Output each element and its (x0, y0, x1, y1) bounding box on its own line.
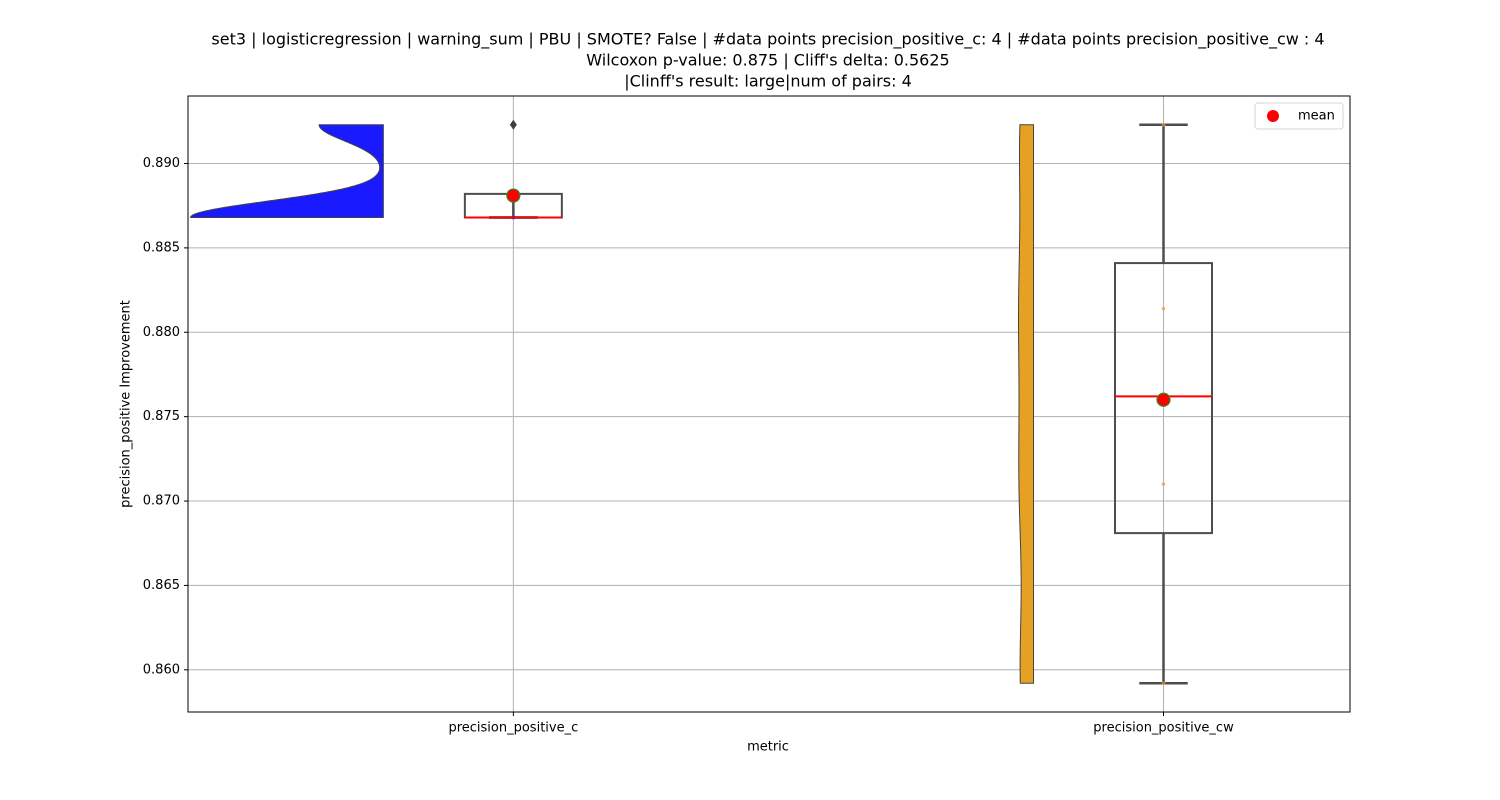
violin (1018, 124, 1034, 684)
legend-box (1254, 102, 1344, 130)
y-tick-label: 0.870 (143, 494, 180, 509)
data-point (1161, 122, 1166, 127)
x-axis-label: metric (747, 740, 789, 755)
data-point (1161, 681, 1166, 686)
chart-title: set3 | logisticregression | warning_sum … (211, 30, 1324, 50)
mean-marker (506, 188, 521, 203)
y-tick-label: 0.865 (143, 578, 180, 593)
axes: 0.860 0.865 0.870 0.875 0.880 0.885 0.890 preci… (143, 102, 1344, 736)
outlier (509, 119, 517, 130)
x-tick-label: precision_positive_c (448, 721, 578, 736)
box (1113, 262, 1213, 535)
mean-marker (1156, 392, 1171, 407)
data-point (1161, 306, 1166, 311)
plot-area (189, 119, 1213, 686)
violin (189, 124, 384, 219)
y-tick-label: 0.860 (143, 662, 180, 677)
legend-marker (1267, 110, 1279, 122)
y-tick-label: 0.890 (143, 156, 180, 171)
plot-frame (187, 95, 1351, 713)
chart-title: |Clinff's result: large|num of pairs: 4 (624, 72, 912, 91)
data-point (1161, 482, 1166, 486)
y-tick-label: 0.875 (143, 409, 180, 424)
y-tick-label: 0.880 (143, 325, 180, 340)
y-tick-label: 0.885 (143, 240, 180, 255)
legend-label: mean (1298, 109, 1335, 124)
x-tick-label: precision_positive_cw (1093, 721, 1234, 736)
chart-title: Wilcoxon p-value: 0.875 | Cliff's delta:… (586, 51, 949, 70)
y-axis-label: precision_positive Improvement (119, 300, 134, 508)
